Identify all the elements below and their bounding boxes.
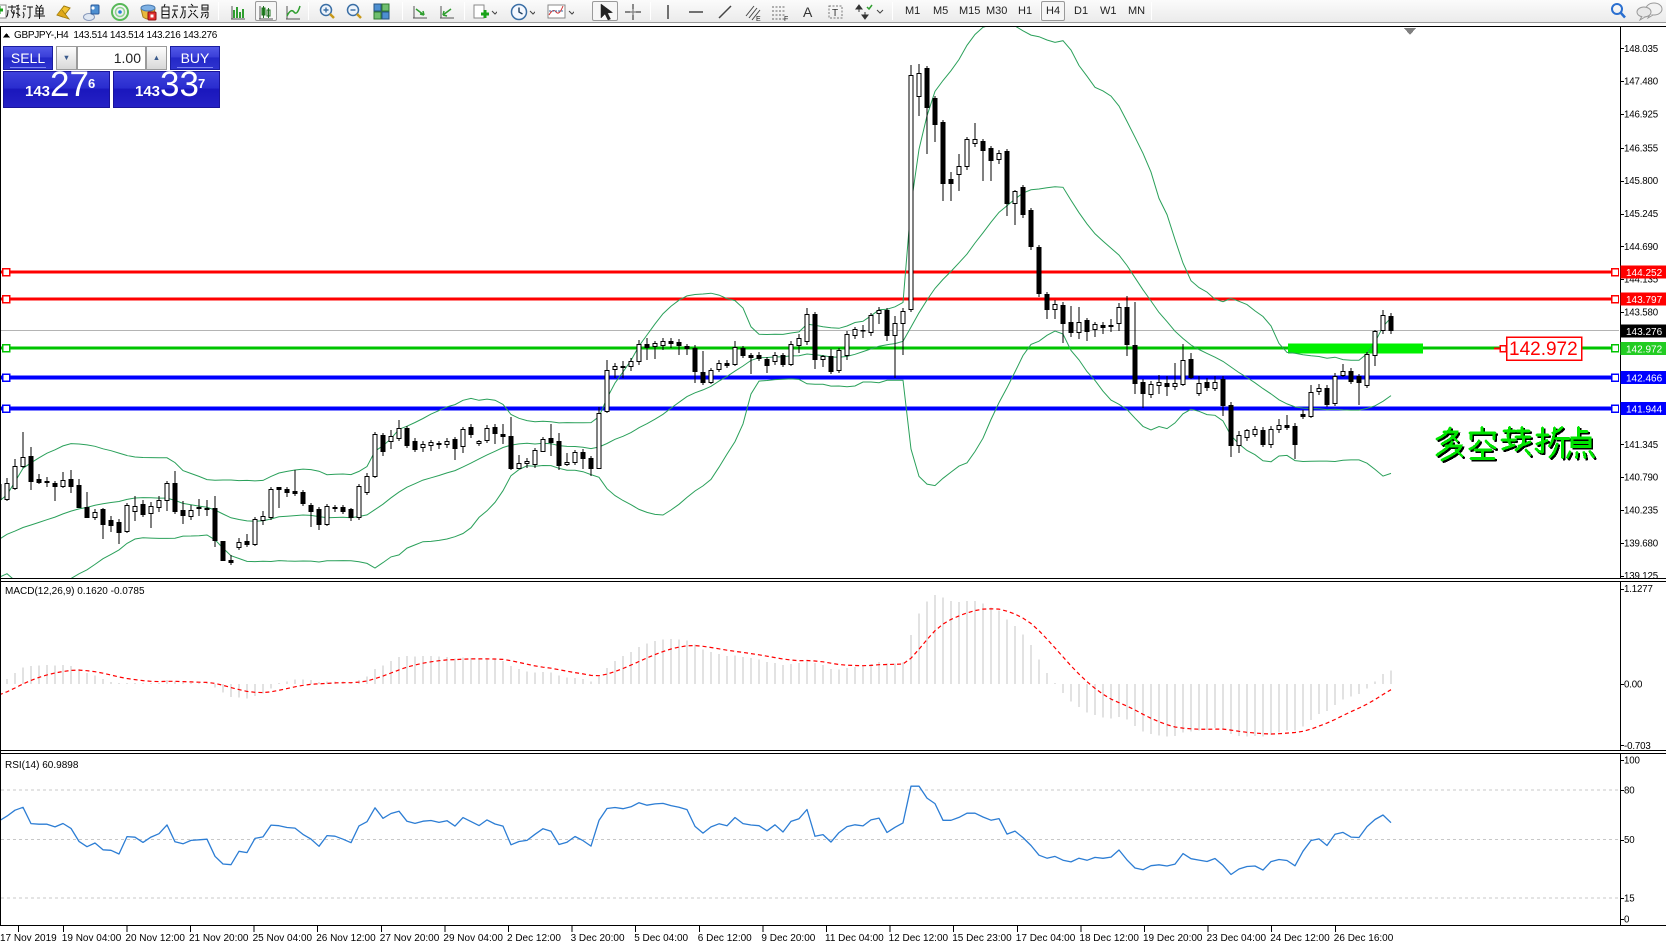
svg-text:15 Dec 23:00: 15 Dec 23:00 [952, 933, 1012, 944]
svg-text:29 Nov 04:00: 29 Nov 04:00 [443, 933, 503, 944]
svg-text:F: F [784, 16, 788, 23]
svg-text:9 Dec 20:00: 9 Dec 20:00 [761, 933, 815, 944]
svg-text:27 Nov 20:00: 27 Nov 20:00 [380, 933, 440, 944]
svg-text:143.797: 143.797 [1626, 295, 1663, 306]
svg-text:26 Nov 12:00: 26 Nov 12:00 [316, 933, 376, 944]
svg-text:146.355: 146.355 [1624, 143, 1658, 154]
svg-text:145.245: 145.245 [1624, 209, 1658, 220]
svg-text:19 Nov 04:00: 19 Nov 04:00 [62, 933, 122, 944]
svg-text:18 Dec 12:00: 18 Dec 12:00 [1079, 933, 1139, 944]
svg-text:E: E [756, 16, 761, 23]
svg-text:143.276: 143.276 [1626, 327, 1663, 338]
svg-text:146.925: 146.925 [1624, 110, 1658, 121]
svg-text:144.252: 144.252 [1626, 268, 1663, 279]
svg-text:139.680: 139.680 [1624, 538, 1659, 549]
svg-text:17 Nov 2019: 17 Nov 2019 [0, 933, 57, 944]
svg-text:23 Dec 04:00: 23 Dec 04:00 [1207, 933, 1267, 944]
svg-text:144.135: 144.135 [1624, 275, 1658, 286]
svg-text:1.1277: 1.1277 [1624, 584, 1653, 595]
svg-text:T: T [832, 8, 838, 19]
svg-text:GBPJPY-,H4 143.514 143.514 14: GBPJPY-,H4 143.514 143.514 143.216 143.2… [14, 30, 218, 41]
svg-text:11 Dec 04:00: 11 Dec 04:00 [825, 933, 884, 944]
svg-text:26 Dec 16:00: 26 Dec 16:00 [1334, 933, 1394, 944]
svg-text:24 Dec 12:00: 24 Dec 12:00 [1270, 933, 1330, 944]
svg-text:5 Dec 04:00: 5 Dec 04:00 [634, 933, 688, 944]
svg-text:15: 15 [1624, 894, 1634, 905]
svg-text:143.580: 143.580 [1624, 308, 1659, 319]
svg-text:50: 50 [1624, 835, 1635, 846]
svg-text:12 Dec 12:00: 12 Dec 12:00 [889, 933, 949, 944]
svg-text:RSI(14) 60.9898: RSI(14) 60.9898 [5, 760, 79, 771]
svg-text:141.345: 141.345 [1624, 440, 1658, 451]
svg-text:100: 100 [1624, 756, 1640, 767]
svg-text:139.125: 139.125 [1624, 571, 1658, 582]
svg-text:MACD(12,26,9) 0.1620 -0.0785: MACD(12,26,9) 0.1620 -0.0785 [5, 586, 145, 597]
svg-text:147.480: 147.480 [1624, 77, 1659, 88]
svg-text:142.466: 142.466 [1626, 373, 1663, 384]
svg-text:2 Dec 12:00: 2 Dec 12:00 [507, 933, 561, 944]
svg-text:148.035: 148.035 [1624, 44, 1658, 55]
svg-text:25 Nov 04:00: 25 Nov 04:00 [253, 933, 313, 944]
svg-text:3 Dec 20:00: 3 Dec 20:00 [571, 933, 625, 944]
svg-text:17 Dec 04:00: 17 Dec 04:00 [1016, 933, 1076, 944]
svg-text:144.690: 144.690 [1624, 242, 1659, 253]
svg-text:0: 0 [1624, 915, 1630, 926]
svg-text:19 Dec 20:00: 19 Dec 20:00 [1143, 933, 1203, 944]
svg-text:6 Dec 12:00: 6 Dec 12:00 [698, 933, 752, 944]
svg-text:80: 80 [1624, 786, 1635, 797]
svg-text:140.790: 140.790 [1624, 473, 1659, 484]
svg-text:0.00: 0.00 [1624, 680, 1643, 691]
svg-text:-0.703: -0.703 [1624, 741, 1651, 752]
svg-text:140.235: 140.235 [1624, 506, 1658, 517]
svg-text:141.944: 141.944 [1626, 404, 1663, 415]
svg-text:20 Nov 12:00: 20 Nov 12:00 [125, 933, 185, 944]
svg-text:21 Nov 20:00: 21 Nov 20:00 [189, 933, 249, 944]
svg-text:142.972: 142.972 [1509, 339, 1578, 360]
svg-text:142.972: 142.972 [1626, 344, 1663, 355]
svg-text:A: A [803, 4, 813, 20]
svg-text:145.800: 145.800 [1624, 176, 1659, 187]
